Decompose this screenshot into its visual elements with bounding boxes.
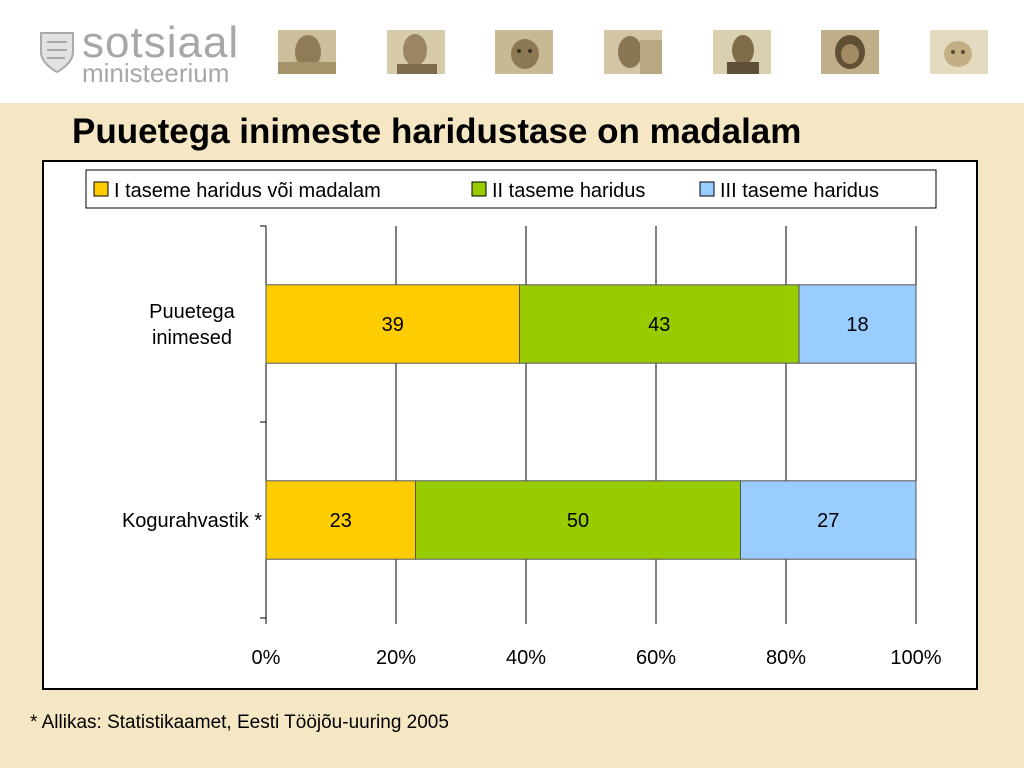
legend-swatch-0: [93, 181, 109, 197]
chart-title: Puuetega inimeste haridustase on madalam: [72, 112, 802, 151]
x-tick-label-3: 60%: [636, 647, 676, 669]
data-label-1-1: 50: [567, 510, 589, 532]
photo-3: [495, 30, 553, 74]
category-label-1-0: Kogurahvastik *: [122, 510, 262, 532]
legend-box: [85, 169, 937, 209]
photo-strip: [278, 30, 988, 76]
photo-5: [713, 30, 771, 74]
legend-label-1: II taseme haridus: [492, 180, 645, 202]
legend-swatch-2: [699, 181, 715, 197]
data-label-0-2: 18: [846, 314, 868, 336]
data-label-0-0: 39: [382, 314, 404, 336]
chart-frame: 0% 20% 40% 60% 80% 100% 39 43 18 Puuetega inimesed…: [42, 160, 978, 690]
legend-label-2: III taseme haridus: [720, 180, 879, 202]
legend-label-0: I taseme haridus või madalam: [114, 180, 381, 202]
bar-1-0: [265, 480, 416, 560]
bar-1-1: [415, 480, 741, 560]
photo-1: [278, 30, 336, 74]
data-label-1-0: 23: [330, 510, 352, 532]
x-tick-label-4: 80%: [766, 647, 806, 669]
bar-0-1: [519, 284, 800, 364]
x-tick-label-2: 40%: [506, 647, 546, 669]
x-tick-label-5: 100%: [890, 647, 941, 669]
bar-0-2: [798, 284, 917, 364]
ministry-logo: sotsiaal ministeerium: [38, 18, 248, 88]
category-label-0-0: Puuetega: [149, 301, 236, 323]
x-tick-label-1: 20%: [376, 647, 416, 669]
logo-text-sub: ministeerium: [82, 58, 230, 88]
header-banner: sotsiaal ministeerium: [0, 0, 1024, 103]
source-note: * Allikas: Statistikaamet, Eesti Tööjõu-…: [30, 712, 449, 733]
stacked-bar-chart: 0% 20% 40% 60% 80% 100% 39 43 18 Puuetega inimesed…: [85, 169, 942, 669]
photo-6: [821, 30, 879, 74]
crest-icon: [40, 32, 74, 74]
logo-text-main: sotsiaal: [82, 18, 240, 67]
legend-swatch-1: [471, 181, 487, 197]
photo-7: [930, 30, 988, 74]
photo-4: [604, 30, 662, 74]
category-label-0-1: inimesed: [152, 327, 232, 349]
x-tick-label-0: 0%: [252, 647, 281, 669]
data-label-0-1: 43: [648, 314, 670, 336]
photo-2: [387, 30, 445, 74]
data-label-1-2: 27: [817, 510, 839, 532]
bar-1-2: [740, 480, 917, 560]
